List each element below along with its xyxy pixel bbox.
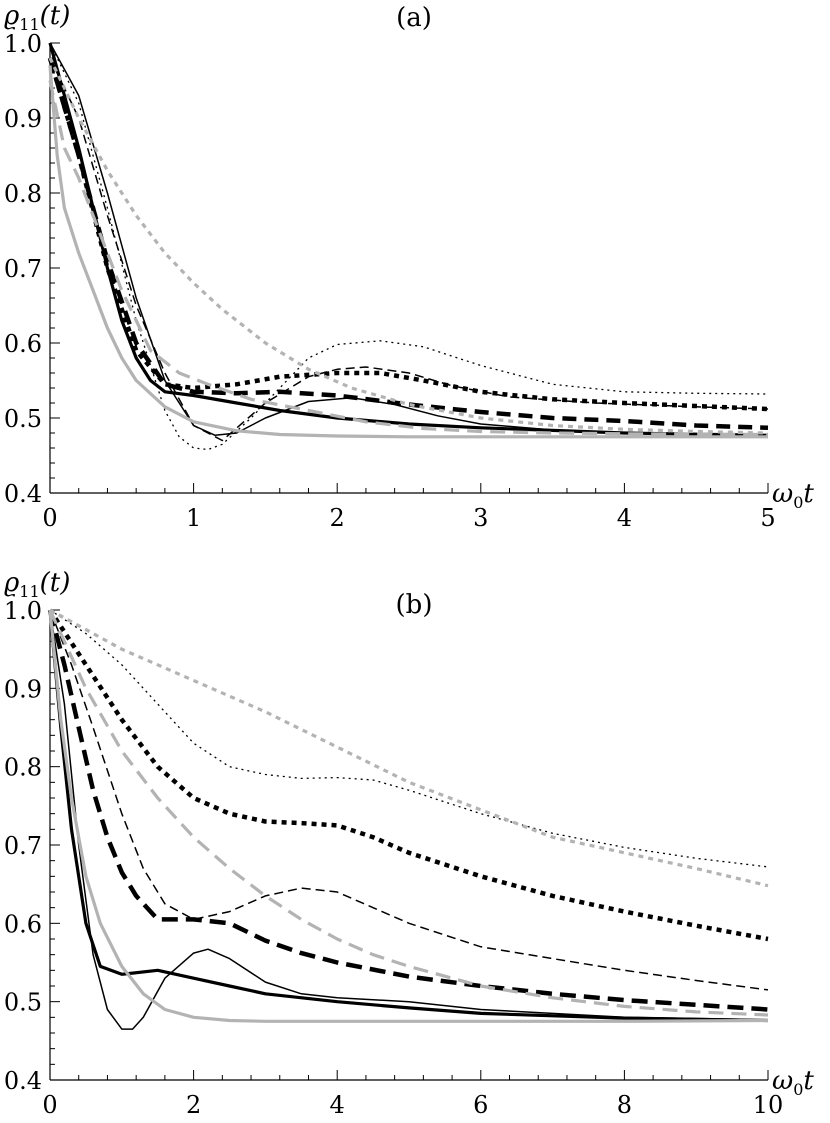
y-axis-label: ϱ11(t): [4, 568, 70, 601]
panel-a: 0 1 2 3 4 50.40.50.60.70.80.91.0(a)ϱ11(t)ω0t: [4, 1, 815, 532]
y-tick-label: 0.4: [4, 480, 42, 508]
x-axis-label-sub: 0: [793, 493, 803, 512]
series-line-7: [48, 609, 769, 1023]
y-tick-label: 0.7: [4, 832, 42, 860]
series-line-8: [48, 609, 769, 1017]
series-line-3: [49, 609, 769, 868]
series-line-5: [47, 57, 769, 431]
y-axis-label-sub: 11: [19, 582, 39, 601]
x-tick-label: 0: [42, 1091, 57, 1119]
y-tick-label: 0.8: [4, 754, 42, 782]
y-axis-label-main: ϱ: [4, 1, 20, 31]
x-axis-label-main: ω: [772, 479, 793, 509]
x-axis-label-main: ω: [772, 1066, 793, 1096]
x-axis-label-arg: t: [803, 479, 814, 509]
series-line-5: [47, 609, 769, 1012]
x-axis-label: ω0t: [772, 1066, 814, 1099]
series-line-1: [48, 609, 769, 1023]
x-tick-label: 5: [760, 504, 775, 532]
series-line-8: [48, 80, 769, 437]
y-tick-label: 0.5: [4, 989, 42, 1017]
x-tick-label: 2: [186, 1091, 201, 1119]
series-line-9: [49, 608, 769, 888]
panel-b: 0 2 4 6 8 100.40.50.60.70.80.91.0 (b)ϱ11(t)ω0t: [4, 568, 815, 1119]
y-tick-label: 0.9: [4, 675, 42, 703]
series-line-4: [49, 57, 769, 442]
x-tick-label: 0: [42, 504, 57, 532]
y-axis-label-sub: 11: [19, 15, 39, 34]
panel-title: (b): [396, 590, 433, 620]
y-tick-label: 0.9: [4, 105, 42, 133]
y-axis-label-arg: (t): [40, 568, 71, 598]
y-tick-label: 0.5: [4, 405, 42, 433]
series-line-6: [47, 57, 769, 412]
series-line-9: [48, 57, 769, 435]
series-line-7: [48, 65, 768, 439]
y-axis-label-main: ϱ: [4, 568, 20, 598]
x-tick-label: 6: [473, 1091, 488, 1119]
x-tick-label: 10: [753, 1091, 784, 1119]
x-axis-label-arg: t: [803, 1066, 814, 1096]
x-axis-label: ω0t: [772, 479, 814, 512]
x-tick-label: 2: [330, 504, 345, 532]
panel-title: (a): [396, 3, 432, 33]
series-line-3: [49, 42, 769, 451]
series-line-2: [49, 42, 769, 437]
y-tick-label: 0.6: [4, 330, 42, 358]
y-tick-label: 0.4: [4, 1067, 42, 1095]
series-line-2: [49, 609, 769, 1030]
y-tick-label: 0.8: [4, 180, 42, 208]
x-tick-label: 3: [473, 504, 488, 532]
y-tick-label: 0.6: [4, 910, 42, 938]
x-axis-label-sub: 0: [793, 1080, 803, 1099]
y-tick-label: 1.0: [4, 597, 42, 625]
y-axis-label: ϱ11(t): [4, 1, 70, 34]
x-tick-label: 4: [330, 1091, 345, 1119]
y-tick-label: 1.0: [4, 30, 42, 58]
y-axis-label-arg: (t): [40, 1, 71, 31]
series-line-4: [49, 609, 769, 991]
x-tick-label: 8: [617, 1091, 632, 1119]
y-tick-label: 0.7: [4, 255, 42, 283]
series-line-6: [48, 608, 769, 942]
x-tick-label: 1: [186, 504, 201, 532]
x-tick-label: 4: [617, 504, 632, 532]
